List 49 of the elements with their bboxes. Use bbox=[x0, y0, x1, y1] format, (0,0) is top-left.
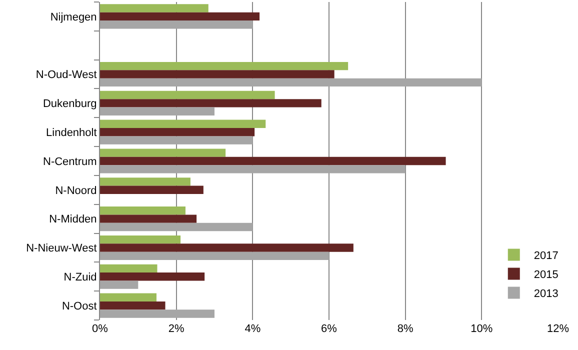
bar bbox=[100, 90, 275, 100]
legend-label: 2017 bbox=[534, 250, 558, 262]
bar bbox=[100, 62, 348, 70]
y-tick-label: N-Oost bbox=[62, 300, 97, 312]
bar bbox=[100, 136, 253, 144]
bar bbox=[100, 293, 156, 302]
bar bbox=[100, 4, 208, 12]
bar bbox=[100, 186, 204, 194]
y-tick-label: N-Zuid bbox=[64, 271, 97, 284]
y-tick-label: Nijmegen bbox=[50, 11, 97, 24]
bar bbox=[100, 235, 181, 244]
bar bbox=[100, 148, 226, 157]
x-tick-label: 10% bbox=[470, 323, 493, 335]
bar bbox=[100, 128, 255, 136]
bar bbox=[100, 310, 214, 318]
y-tick-label: N-Noord bbox=[55, 184, 97, 197]
x-tick-label: 6% bbox=[321, 323, 338, 335]
bar bbox=[100, 222, 253, 232]
legend-label: 2013 bbox=[534, 288, 558, 300]
bar bbox=[100, 78, 482, 87]
bar bbox=[100, 272, 205, 281]
bar bbox=[100, 156, 446, 166]
y-tick-label: Dukenburg bbox=[42, 98, 97, 110]
bar bbox=[100, 178, 190, 186]
y-tick-label: N-Midden bbox=[49, 214, 97, 226]
bar bbox=[100, 252, 329, 260]
x-tick-label: 2% bbox=[168, 323, 184, 335]
bar bbox=[100, 214, 197, 223]
bar bbox=[100, 244, 354, 252]
x-tick-label: 4% bbox=[244, 323, 261, 335]
bar bbox=[100, 206, 186, 215]
bar bbox=[100, 280, 138, 289]
bar bbox=[100, 165, 406, 174]
x-tick-label: 0% bbox=[92, 323, 108, 335]
y-tick-label: N-Oud-West bbox=[36, 69, 97, 82]
bar bbox=[100, 70, 334, 78]
y-tick-label: N-Centrum bbox=[43, 156, 97, 168]
bar bbox=[100, 20, 253, 29]
bar bbox=[100, 264, 158, 273]
bar bbox=[100, 107, 214, 116]
y-tick-label: Lindenholt bbox=[46, 126, 97, 139]
bar bbox=[100, 301, 166, 310]
bar bbox=[100, 120, 266, 128]
y-tick-label: N-Nieuw-West bbox=[26, 242, 97, 255]
x-tick-label: 8% bbox=[397, 323, 414, 335]
legend-label: 2015 bbox=[534, 269, 558, 282]
bar bbox=[100, 12, 260, 21]
x-tick-label: 12% bbox=[546, 323, 570, 335]
bar bbox=[100, 99, 322, 108]
